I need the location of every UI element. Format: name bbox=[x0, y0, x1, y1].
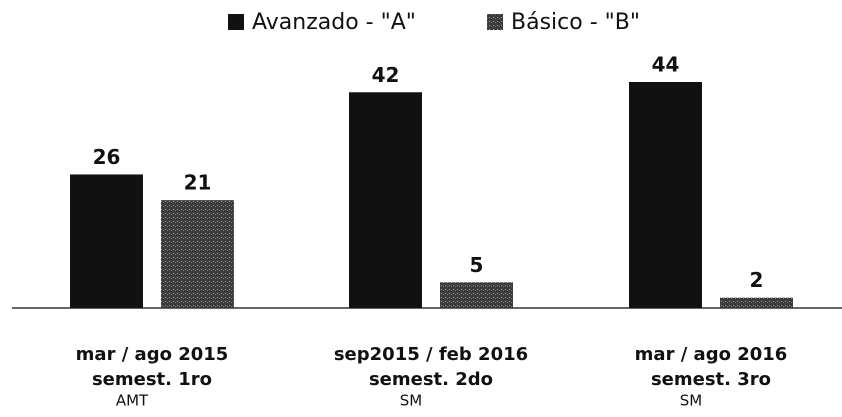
bar bbox=[70, 174, 143, 308]
x-tick-label: mar / ago 2016 bbox=[635, 344, 788, 365]
bar bbox=[161, 200, 234, 308]
data-label: 26 bbox=[93, 145, 121, 169]
legend-label: Básico - "B" bbox=[511, 10, 640, 35]
bar bbox=[629, 82, 702, 308]
x-tick-label: mar / ago 2015 bbox=[76, 344, 229, 365]
x-tick-label: sep2015 / feb 2016 bbox=[334, 344, 528, 365]
bar bbox=[440, 282, 513, 308]
legend-swatch bbox=[487, 14, 503, 30]
x-tick-label: semest. 1ro bbox=[92, 369, 212, 390]
data-label: 5 bbox=[470, 253, 484, 277]
data-label: 44 bbox=[652, 53, 680, 77]
x-tick-label: semest. 3ro bbox=[651, 369, 771, 390]
data-label: 2 bbox=[750, 268, 764, 292]
bar bbox=[349, 92, 422, 308]
x-tick-label: AMT bbox=[116, 392, 149, 410]
x-tick-label: SM bbox=[680, 392, 702, 410]
legend-swatch bbox=[228, 14, 244, 30]
data-label: 42 bbox=[372, 63, 400, 87]
x-tick-label: semest. 2do bbox=[369, 369, 493, 390]
x-tick-label: SM bbox=[400, 392, 422, 410]
data-label: 21 bbox=[184, 171, 212, 195]
bar bbox=[720, 297, 793, 308]
legend-label: Avanzado - "A" bbox=[252, 10, 416, 35]
